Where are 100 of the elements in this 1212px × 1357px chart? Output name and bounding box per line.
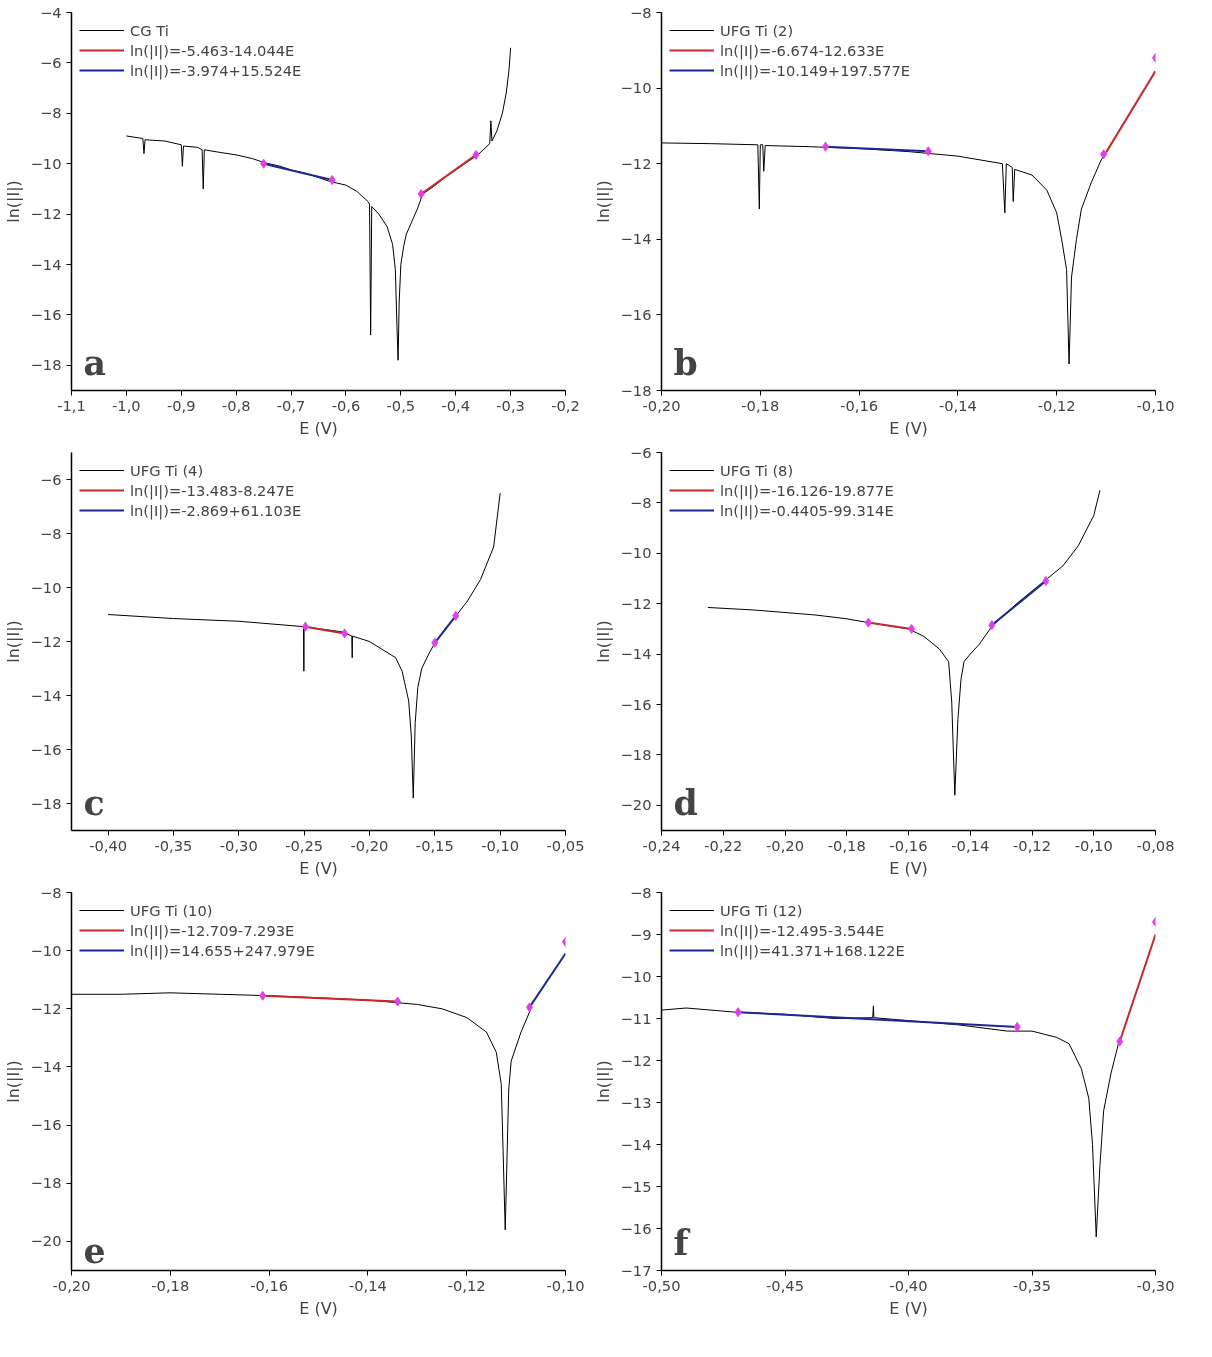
x-tick-label: -0,18: [741, 396, 780, 414]
x-tick-label: -0,4: [441, 396, 471, 414]
x-tick-label: -0,25: [285, 836, 324, 854]
x-tick-label: -0,3: [496, 396, 525, 414]
y-tick-label: −14: [620, 1135, 652, 1153]
legend-label: ln(|I|)=-0.4405-99.314E: [720, 501, 894, 519]
x-tick-label: -0,9: [166, 396, 196, 414]
legend-label: ln(|I|)=-6.674-12.633E: [720, 41, 885, 59]
y-tick-label: −16: [620, 695, 652, 713]
y-tick-label: −14: [30, 1057, 62, 1075]
legend-label: ln(|I|)=-10.149+197.577E: [720, 61, 910, 79]
x-tick-label: -0,18: [151, 1276, 190, 1294]
x-tick-label: -0,35: [154, 836, 193, 854]
x-axis-title: E (V): [299, 1298, 338, 1318]
x-tick-label: -0,30: [219, 836, 258, 854]
x-tick-label: -0,05: [546, 836, 585, 854]
y-tick-label: −10: [30, 578, 62, 596]
x-tick-label: -0,10: [1074, 836, 1113, 854]
y-tick-label: −18: [30, 794, 62, 812]
x-axis-title: E (V): [299, 858, 338, 878]
y-tick-label: −10: [620, 967, 652, 985]
annotation: c: [83, 781, 105, 823]
x-tick-label: -0,12: [1013, 836, 1051, 854]
x-axis-title: E (V): [889, 418, 928, 438]
x-tick-label: -0,40: [89, 836, 128, 854]
y-tick-label: −12: [30, 205, 62, 223]
x-tick-label: -0,10: [481, 836, 520, 854]
y-tick-label: −14: [620, 645, 652, 663]
legend-label: ln(|I|)=-12.495-3.544E: [720, 921, 885, 939]
y-axis-title: ln(|I|): [593, 1060, 613, 1103]
y-tick-label: −4: [39, 3, 62, 21]
y-tick-label: −18: [620, 745, 652, 763]
x-tick-label: -0,15: [415, 836, 454, 854]
y-tick-label: −8: [629, 883, 652, 901]
legend-label: UFG Ti (10): [130, 901, 213, 919]
x-tick-label: -1,1: [57, 396, 86, 414]
y-tick-label: −8: [39, 104, 62, 122]
y-tick-label: −20: [620, 796, 652, 814]
y-tick-label: −10: [30, 941, 62, 959]
y-tick-label: −16: [30, 1116, 62, 1134]
y-axis-title: ln(|I|): [593, 620, 613, 663]
x-tick-label: -0,08: [1136, 836, 1175, 854]
y-tick-label: −17: [620, 1261, 652, 1279]
y-tick-label: −14: [30, 686, 62, 704]
legend-label: ln(|I|)=-13.483-8.247E: [130, 481, 295, 499]
annotation: f: [673, 1221, 691, 1263]
x-tick-label: -0,14: [348, 1276, 387, 1294]
y-tick-label: −10: [620, 79, 652, 97]
y-tick-label: −8: [39, 524, 62, 542]
legend-label: UFG Ti (8): [720, 461, 794, 479]
y-tick-label: −16: [620, 1219, 652, 1237]
y-tick-label: −12: [620, 594, 652, 612]
legend-label: ln(|I|)=-16.126-19.877E: [720, 481, 894, 499]
x-axis-title: E (V): [889, 858, 928, 878]
x-tick-label: -0,12: [447, 1276, 486, 1294]
x-tick-label: -0,35: [1013, 1276, 1051, 1294]
legend-label: ln(|I|)=41.371+168.122E: [720, 941, 905, 959]
legend-label: ln(|I|)=-3.974+15.524E: [130, 61, 302, 79]
y-tick-label: −8: [39, 883, 62, 901]
x-tick-label: -0,45: [766, 1276, 804, 1294]
y-tick-label: −12: [30, 999, 62, 1017]
legend-label: UFG Ti (2): [720, 21, 794, 39]
y-axis-title: ln(|I|): [593, 180, 613, 223]
y-tick-label: −9: [629, 925, 652, 943]
legend-label: ln(|I|)=-12.709-7.293E: [130, 921, 295, 939]
x-tick-label: -0,30: [1136, 1276, 1175, 1294]
x-tick-label: -0,20: [766, 836, 804, 854]
y-tick-label: −8: [629, 493, 652, 511]
y-tick-label: −15: [620, 1177, 652, 1195]
x-tick-label: -0,16: [250, 1276, 289, 1294]
legend-label: CG Ti: [130, 21, 169, 39]
x-tick-label: -0,14: [951, 836, 990, 854]
y-tick-label: −16: [30, 740, 62, 758]
x-tick-label: -0,14: [938, 396, 977, 414]
x-tick-label: -0,18: [827, 836, 866, 854]
y-tick-label: −11: [620, 1009, 652, 1027]
x-tick-label: -0,10: [1136, 396, 1175, 414]
x-tick-label: -0,16: [840, 396, 879, 414]
x-tick-label: -0,40: [889, 1276, 928, 1294]
y-tick-label: −12: [620, 1051, 652, 1069]
y-tick-label: −13: [620, 1093, 652, 1111]
x-tick-label: -0,5: [386, 396, 416, 414]
y-tick-label: −10: [620, 544, 652, 562]
x-tick-label: -0,24: [642, 836, 681, 854]
x-tick-label: -1,0: [112, 396, 141, 414]
y-tick-label: −6: [39, 53, 62, 71]
annotation: e: [83, 1229, 106, 1271]
x-tick-label: -0,50: [642, 1276, 681, 1294]
y-axis-title: ln(|I|): [3, 1060, 23, 1103]
x-tick-label: -0,8: [221, 396, 251, 414]
y-axis-title: ln(|I|): [3, 180, 23, 223]
y-tick-label: −8: [629, 3, 652, 21]
y-tick-label: −6: [629, 443, 652, 461]
x-tick-label: -0,20: [642, 396, 681, 414]
x-tick-label: -0,6: [331, 396, 361, 414]
y-tick-label: −20: [30, 1232, 62, 1250]
annotation: b: [673, 341, 698, 383]
y-tick-label: −10: [30, 154, 62, 172]
annotation: d: [673, 781, 698, 823]
y-tick-label: −12: [30, 632, 62, 650]
